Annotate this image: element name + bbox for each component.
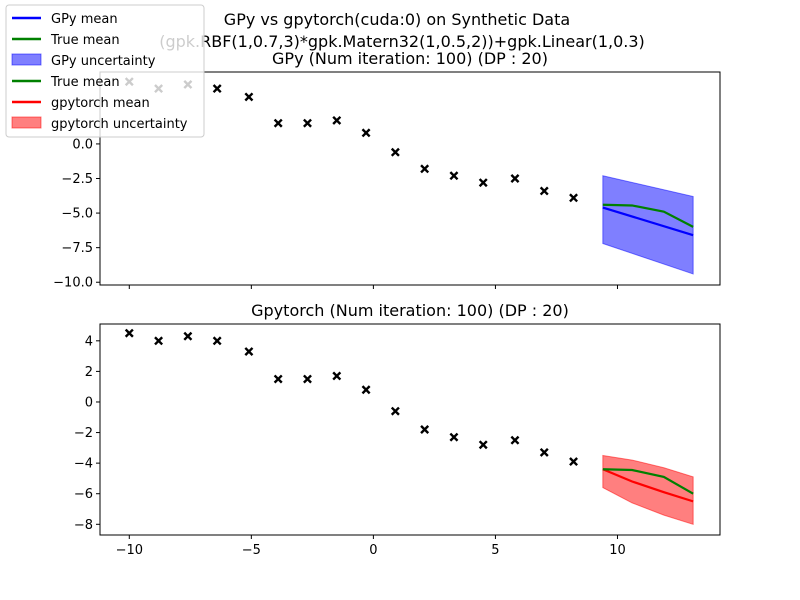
gpy-train-point — [212, 84, 222, 94]
gpytorch-uncertainty-band — [602, 454, 694, 525]
gpy-ytick-label: −2.5 — [61, 172, 93, 187]
legend-true-mean-label: True mean — [50, 33, 120, 48]
gpytorch-ytick-label: 0 — [85, 395, 93, 410]
gpytorch-train-point — [183, 331, 193, 341]
gpytorch-train-point — [569, 457, 578, 467]
gpytorch-xtick-label: −5 — [242, 543, 261, 558]
gpy-train-point — [244, 92, 254, 102]
gpytorch-xtick-label: −10 — [116, 543, 143, 558]
gpytorch-train-point — [212, 336, 222, 346]
gpytorch-xtick-label: 0 — [369, 543, 377, 558]
gpytorch-ytick-label: −6 — [74, 487, 93, 502]
gpy-true-mean-line — [602, 203, 694, 228]
gpytorch-train-point — [478, 440, 488, 450]
legend-gpytorch-uncertainty-handle — [11, 116, 42, 129]
gpytorch-train-point — [273, 374, 283, 384]
gpy-train-point — [303, 118, 312, 128]
gpytorch-axes-frame — [99, 323, 721, 536]
gpytorch-train-point — [539, 447, 549, 457]
legend-frame — [5, 4, 205, 138]
gpytorch-axes: Gpytorch (Num iteration: 100) (DP : 20) … — [74, 301, 721, 558]
gpy-ytick-label: −5.0 — [61, 207, 93, 222]
gpytorch-gpytorch-mean-line — [602, 468, 694, 503]
gpytorch-ytick-label: −4 — [74, 457, 93, 472]
gpytorch-train-point — [420, 425, 430, 434]
gpytorch-ytick-label: 4 — [85, 334, 93, 349]
gpytorch-xtick-label: 5 — [491, 543, 499, 558]
gpytorch-train-point — [332, 371, 342, 381]
legend-gpy-mean-label: GPy mean — [51, 12, 118, 27]
gpy-train-point — [449, 171, 459, 181]
gpytorch-train-point — [303, 374, 312, 384]
gpytorch-true-mean-line — [602, 468, 694, 495]
legend: GPy mean True mean GPy uncertainty True mea… — [5, 4, 205, 138]
gpytorch-train-point — [361, 385, 371, 395]
gpytorch-train-point — [154, 336, 164, 346]
legend-true-mean-label: True mean — [50, 75, 120, 90]
gpytorch-train-point — [244, 347, 254, 356]
gpytorch-train-point — [124, 328, 134, 338]
gpy-gpy-mean-line — [602, 206, 694, 237]
gpytorch-train-point — [449, 432, 459, 442]
gpy-uncertainty-band — [602, 175, 694, 275]
gpytorch-xtick-label: 10 — [609, 543, 626, 558]
gpy-ytick-label: −10.0 — [53, 276, 93, 291]
legend-gpy-uncertainty-label: GPy uncertainty — [51, 54, 156, 69]
gpytorch-ytick-label: −8 — [74, 518, 93, 533]
gpy-train-point — [539, 186, 549, 196]
gpy-train-point — [332, 115, 342, 125]
gpytorch-train-point — [390, 406, 400, 416]
gpy-train-point — [420, 164, 430, 174]
gpy-axes: GPy (Num iteration: 100) (DP : 20) −10.0… — [53, 49, 721, 291]
suptitle-line2: (gpk.RBF(1,0.7,3)*gpk.Matern32(1,0.5,2))… — [159, 32, 645, 51]
gpy-ytick-label: −7.5 — [61, 241, 93, 256]
gpy-train-point — [273, 118, 283, 128]
gpy-train-point — [569, 193, 578, 203]
legend-gpy-uncertainty-handle — [11, 53, 42, 66]
gpy-train-point — [390, 147, 400, 157]
gpy-train-point — [478, 178, 488, 188]
legend-gpytorch-uncertainty-label: gpytorch uncertainty — [51, 117, 188, 132]
suptitle-line1: GPy vs gpytorch(cuda:0) on Synthetic Dat… — [224, 10, 570, 29]
gpy-train-point — [510, 174, 520, 183]
gpy-ytick-label: 0.0 — [72, 137, 93, 152]
gpytorch-ytick-label: −2 — [74, 426, 93, 441]
gpy-train-point — [361, 128, 371, 138]
gpytorch-axes-title: Gpytorch (Num iteration: 100) (DP : 20) — [251, 301, 569, 320]
legend-gpytorch-mean-label: gpytorch mean — [51, 96, 150, 111]
gpytorch-train-point — [510, 435, 520, 445]
gpytorch-ytick-label: 2 — [85, 365, 93, 380]
gpy-axes-title: GPy (Num iteration: 100) (DP : 20) — [272, 49, 548, 68]
